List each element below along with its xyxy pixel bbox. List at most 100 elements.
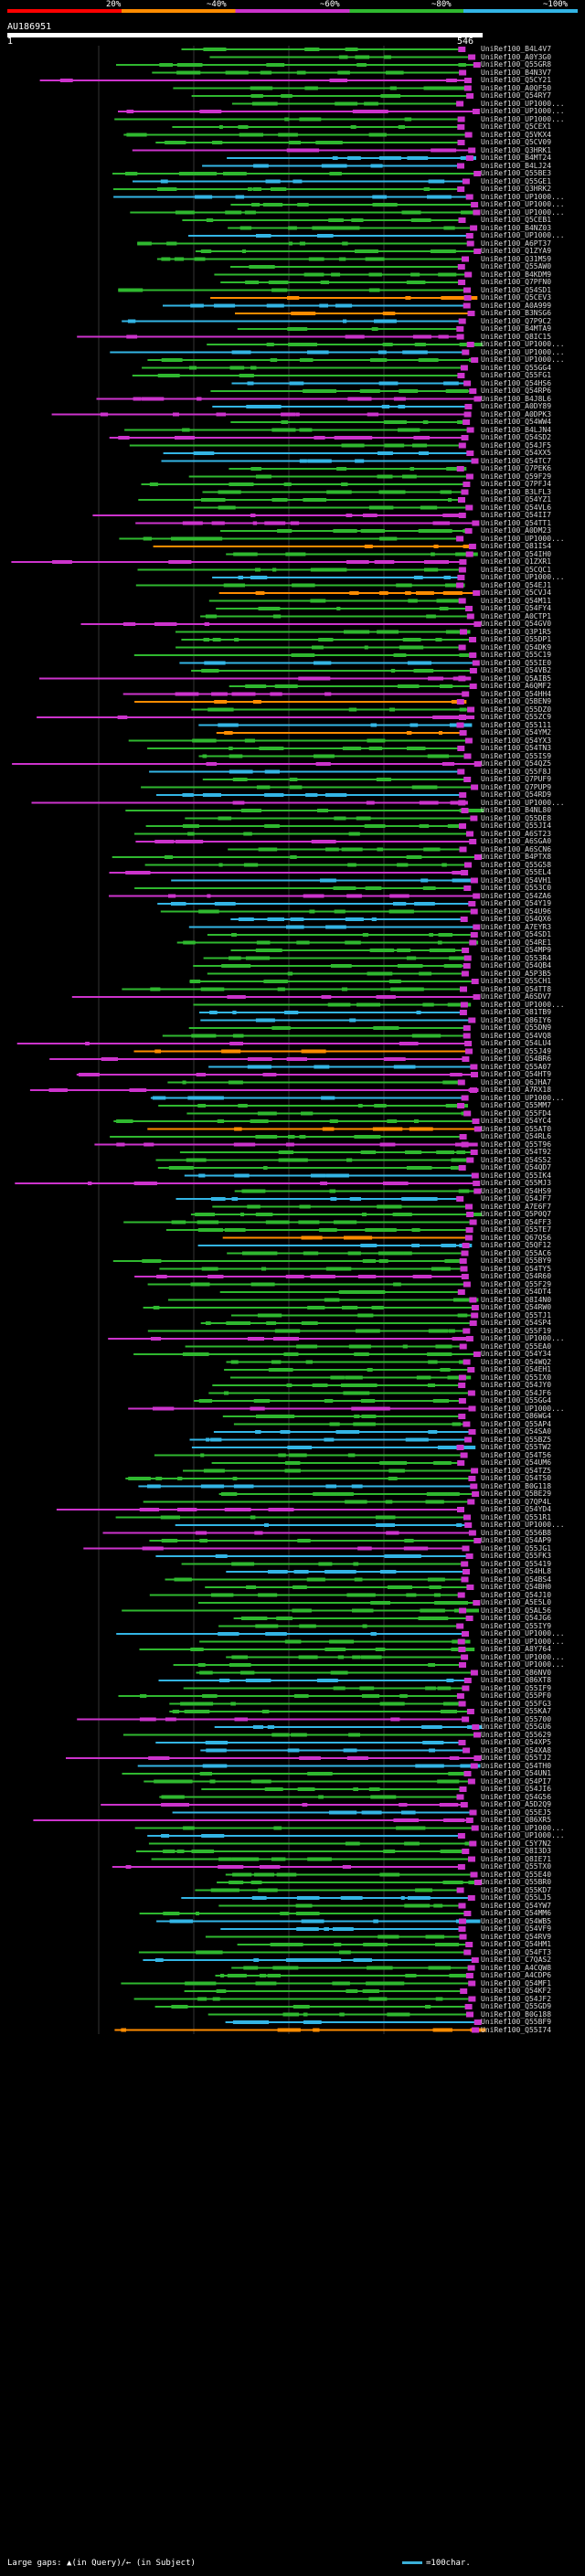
hit-end-marker (462, 1717, 469, 1723)
hit-segment (365, 824, 386, 828)
hit-segment (176, 71, 200, 75)
hit-label[interactable]: UniRef100_Q55I74 (481, 2026, 551, 2034)
hit-segment (424, 560, 449, 564)
hit-end-marker (456, 1196, 463, 1202)
hit-segment (227, 995, 245, 999)
hit-end-marker (457, 1888, 464, 1893)
hit-segment (272, 498, 288, 502)
hit-end-marker (463, 1282, 471, 1288)
hit-segment (380, 1143, 396, 1147)
hit-end-marker (467, 241, 474, 247)
hit-segment (201, 249, 211, 253)
hit-segment (360, 389, 380, 393)
hit-segment (162, 358, 183, 362)
hit-end-marker (458, 1833, 465, 1839)
hit-end-marker (462, 350, 469, 355)
hit-segment (265, 1632, 287, 1636)
hit-segment (200, 1454, 204, 1458)
hit-segment (195, 196, 212, 199)
hit-segment (250, 576, 267, 579)
hit-end-marker (457, 373, 464, 378)
hit-end-marker (459, 715, 466, 720)
hit-segment (437, 1780, 459, 1784)
hit-segment (215, 902, 236, 906)
hit-segment (351, 125, 356, 129)
hit-segment (334, 886, 356, 890)
hit-segment (406, 1594, 416, 1597)
hit-segment (142, 398, 164, 401)
hit-segment (334, 1221, 356, 1224)
hit-segment (361, 631, 369, 634)
hit-segment (419, 529, 439, 533)
hit-segment (171, 2005, 187, 2009)
hit-segment (225, 1508, 246, 1511)
hit-segment (287, 296, 299, 300)
hit-segment (202, 1834, 224, 1838)
hit-segment (256, 475, 271, 479)
hit-segment (234, 1128, 242, 1131)
hit-segment (260, 1974, 266, 1977)
hit-segment (218, 1858, 231, 1861)
hit-segment (192, 739, 216, 743)
hit-segment (175, 436, 195, 440)
hit-end-marker (463, 1422, 470, 1427)
hit-segment (296, 1345, 317, 1349)
hit-segment (312, 840, 334, 843)
hit-segment (314, 677, 331, 681)
hit-segment (360, 1290, 386, 1294)
hit-segment (366, 1594, 375, 1597)
hit-segment (157, 187, 177, 191)
hit-segment (242, 1190, 266, 1193)
hit-segment (422, 1741, 443, 1744)
hit-segment (354, 1352, 369, 1356)
hit-segment (257, 941, 271, 945)
hit-segment (446, 1679, 453, 1682)
hit-segment (393, 1213, 412, 1216)
hit-segment (183, 1081, 186, 1085)
hit-segment (269, 1508, 294, 1511)
hit-segment (284, 482, 292, 486)
hit-segment (360, 1244, 377, 1247)
hit-segment (271, 187, 286, 191)
hit-segment (177, 1850, 185, 1853)
hit-segment (225, 1228, 246, 1232)
hit-segment (161, 258, 170, 261)
hit-segment (287, 1057, 307, 1061)
hit-end-marker (463, 303, 471, 309)
hit-segment (428, 1578, 445, 1582)
hit-segment (363, 514, 378, 517)
hit-segment (207, 762, 218, 766)
hit-segment (374, 320, 397, 323)
hit-segment (137, 242, 152, 246)
hit-segment (320, 1182, 327, 1185)
hit-segment (343, 1392, 359, 1395)
hit-segment (277, 1873, 297, 1877)
hit-end-marker (465, 505, 473, 511)
hit-end-marker (459, 1398, 466, 1404)
hit-segment (405, 296, 410, 300)
hit-segment (303, 2013, 308, 2017)
hit-segment (255, 568, 261, 572)
hit-segment (154, 1050, 161, 1054)
hit-segment (378, 351, 387, 355)
hit-segment (304, 48, 319, 51)
hit-segment (307, 1772, 324, 1776)
hit-end-marker (466, 552, 473, 557)
hit-segment (232, 351, 251, 355)
hit-end-marker (468, 1981, 475, 1987)
hit-segment (253, 164, 269, 168)
hit-segment (325, 568, 347, 572)
hit-end-marker (464, 1771, 472, 1776)
hit-segment (430, 1585, 439, 1589)
hit-end-marker (466, 474, 473, 480)
hit-segment (450, 1073, 463, 1076)
hit-segment (361, 1415, 376, 1418)
hit-end-marker (464, 863, 472, 868)
hit-segment (291, 522, 300, 525)
hit-end-marker (457, 1795, 464, 1800)
hit-segment (199, 1352, 209, 1356)
hit-segment (300, 1205, 311, 1209)
hit-segment (307, 1858, 332, 1861)
hit-segment (251, 203, 260, 207)
hit-segment (336, 467, 346, 471)
